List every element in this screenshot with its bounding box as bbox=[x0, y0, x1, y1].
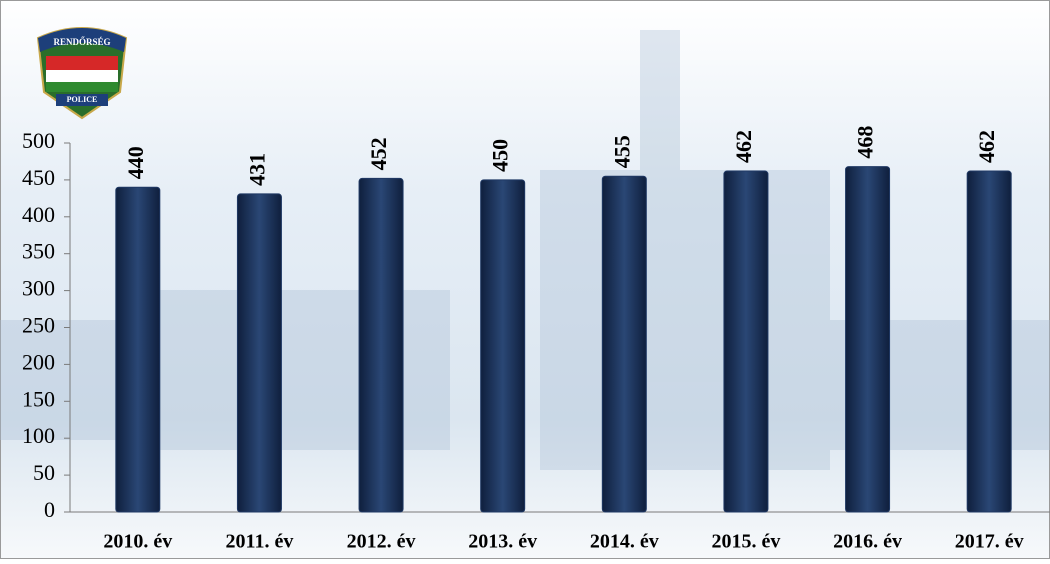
y-tick-label: 200 bbox=[22, 349, 55, 374]
x-tick-label: 2017. év bbox=[955, 531, 1024, 553]
bar bbox=[845, 166, 891, 513]
data-label: 450 bbox=[488, 139, 513, 172]
y-tick-label: 250 bbox=[22, 313, 55, 338]
y-tick-label: 400 bbox=[22, 202, 55, 227]
y-tick-label: 50 bbox=[33, 460, 55, 485]
x-tick-label: 2012. év bbox=[347, 531, 416, 553]
data-label: 455 bbox=[609, 135, 634, 168]
x-tick-label: 2016. év bbox=[833, 531, 902, 553]
bar bbox=[966, 170, 1012, 513]
data-label: 452 bbox=[366, 137, 391, 170]
bar bbox=[601, 175, 647, 513]
x-tick-label: 2011. év bbox=[226, 531, 294, 553]
y-tick-label: 150 bbox=[22, 386, 55, 411]
x-tick-label: 2010. év bbox=[103, 531, 172, 553]
bar bbox=[723, 170, 769, 513]
data-label: 462 bbox=[731, 130, 756, 163]
y-tick-label: 350 bbox=[22, 239, 55, 264]
data-label: 440 bbox=[123, 146, 148, 179]
y-tick-label: 450 bbox=[22, 165, 55, 190]
data-label: 468 bbox=[853, 126, 878, 159]
x-tick-label: 2013. év bbox=[468, 531, 537, 553]
x-tick-label: 2015. év bbox=[711, 531, 780, 553]
logo-bottom-text: POLICE bbox=[67, 95, 98, 104]
y-tick-label: 0 bbox=[44, 497, 55, 522]
logo-top-text: RENDŐRSÉG bbox=[53, 37, 110, 47]
y-tick-label: 100 bbox=[22, 423, 55, 448]
bar bbox=[358, 177, 404, 513]
logo: RENDŐRSÉG POLICE bbox=[36, 27, 128, 120]
y-tick-label: 300 bbox=[22, 276, 55, 301]
bar bbox=[480, 179, 526, 513]
data-label: 431 bbox=[244, 153, 269, 186]
bar bbox=[236, 193, 282, 513]
x-tick-label: 2014. év bbox=[590, 531, 659, 553]
bar bbox=[115, 186, 161, 513]
data-label: 462 bbox=[974, 130, 999, 163]
y-tick-label: 500 bbox=[22, 128, 55, 153]
